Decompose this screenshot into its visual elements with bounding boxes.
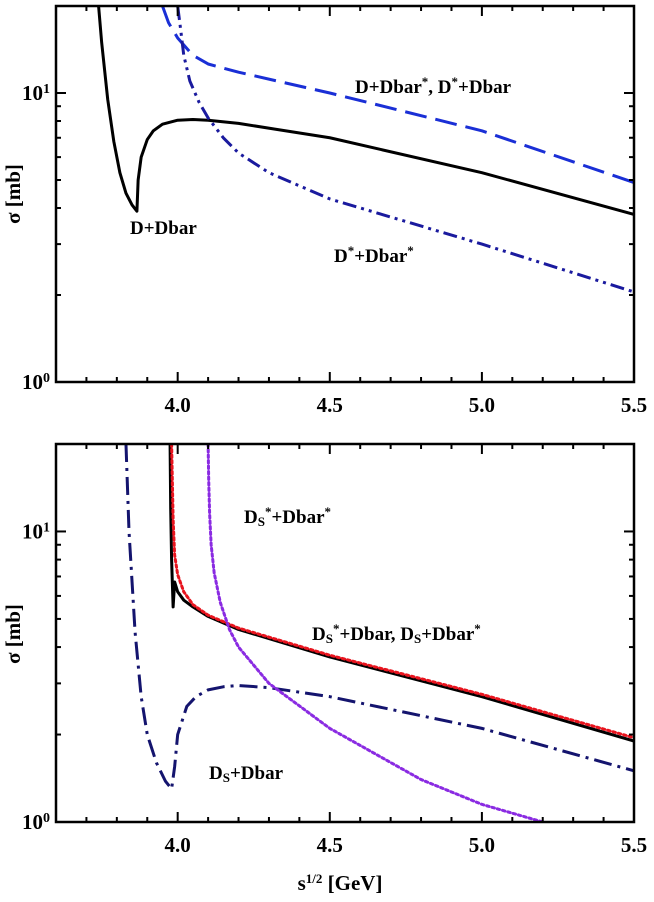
text-part: [GeV]	[322, 871, 382, 895]
superscript: *	[474, 621, 481, 636]
plot-frame	[54, 442, 636, 824]
y-tick-base: 10	[22, 519, 43, 543]
y-tick-exponent: 0	[43, 811, 50, 826]
series-annotation-3: D*+Dbar*	[334, 243, 414, 267]
y-tick-base: 10	[22, 370, 43, 394]
text-part: D+Dbar	[355, 77, 422, 98]
series-line-2-dotted	[170, 444, 634, 740]
y-tick-label: 101	[22, 81, 50, 105]
x-tick-label: 5.0	[469, 833, 495, 857]
series-line-4-dotted	[206, 444, 545, 822]
series-line-2-dashed	[161, 6, 634, 184]
superscript: *	[325, 504, 332, 519]
x-tick-label: 4.0	[165, 833, 191, 857]
series-annotation-1: DS*+Dbar*	[244, 504, 331, 529]
x-tick-label: 5.5	[621, 833, 647, 857]
superscript: *	[265, 504, 272, 519]
x-tick-label: 4.5	[317, 833, 343, 857]
superscript: *	[348, 243, 355, 258]
superscript: *	[407, 243, 414, 258]
text-part: D+Dbar	[130, 218, 197, 239]
series-annotation-2: DS*+Dbar, DS+Dbar*	[312, 621, 481, 646]
text-part: +Dbar	[230, 763, 284, 784]
text-part: +Dbar	[421, 624, 475, 645]
text-part: +Dbar	[271, 507, 325, 528]
x-tick-label: 5.5	[621, 393, 647, 417]
series-annotation-2: D+Dbar*, D*+Dbar	[355, 74, 512, 98]
series-line-1-solid	[97, 6, 634, 216]
y-axis-label: σ [mb]	[1, 164, 25, 224]
x-axis-label: s1/2 [GeV]	[298, 871, 383, 895]
x-tick-label: 5.0	[469, 393, 495, 417]
x-tick-label: 4.5	[317, 393, 343, 417]
text-part: +Dbar, D	[339, 624, 414, 645]
text-part: +Dbar	[354, 246, 408, 267]
y-tick-exponent: 0	[43, 371, 50, 386]
series-annotation-1: D+Dbar	[130, 218, 197, 239]
superscript: 1/2	[306, 871, 323, 886]
series-annotation-3: DS+Dbar	[209, 763, 284, 785]
text-part: +Dbar	[458, 77, 512, 98]
subscript: S	[258, 514, 265, 529]
text-part: D	[209, 763, 223, 784]
subscript: S	[223, 770, 230, 785]
y-tick-label: 100	[22, 370, 50, 394]
y-tick-exponent: 1	[43, 82, 50, 97]
y-tick-label: 100	[22, 810, 50, 834]
text-part: D	[312, 624, 326, 645]
series-line-3-dashdot	[124, 444, 634, 791]
y-tick-base: 10	[22, 810, 43, 834]
superscript: *	[333, 621, 340, 636]
plot-frame	[54, 4, 636, 384]
y-axis-label: σ [mb]	[1, 604, 25, 664]
series-line-3-dashdotdot	[176, 6, 634, 294]
text-part: s	[298, 871, 306, 895]
subscript: S	[414, 631, 421, 646]
text-part: D	[244, 507, 258, 528]
y-tick-base: 10	[22, 81, 43, 105]
y-tick-exponent: 1	[43, 520, 50, 535]
subscript: S	[326, 631, 333, 646]
x-tick-label: 4.0	[165, 393, 191, 417]
superscript: *	[452, 74, 459, 89]
text-part: D	[334, 246, 348, 267]
series-line-1-solid	[168, 444, 634, 743]
text-part: , D	[428, 77, 451, 98]
y-tick-label: 101	[22, 519, 50, 543]
superscript: *	[422, 74, 429, 89]
